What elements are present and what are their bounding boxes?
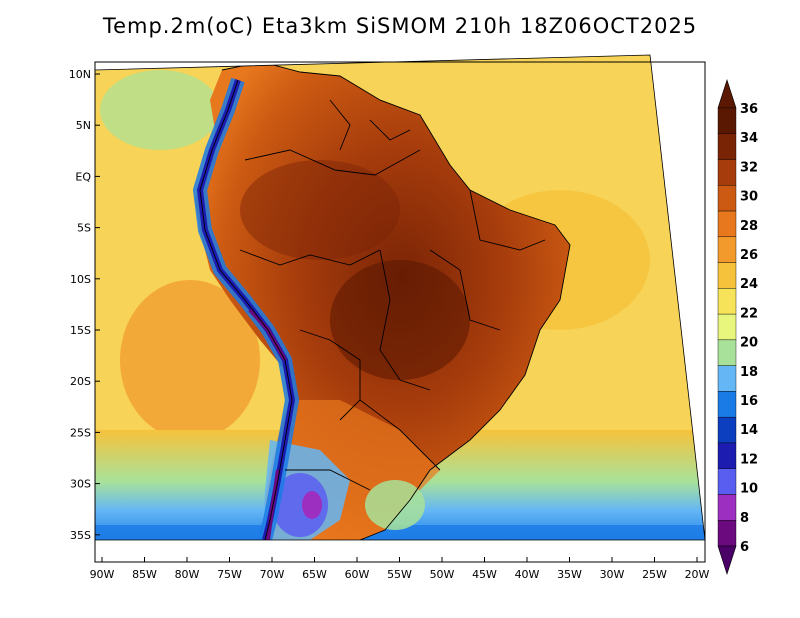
lon-tick-label: 45W xyxy=(472,568,497,581)
colorbar-label: 14 xyxy=(740,423,758,438)
lon-tick-label: 50W xyxy=(430,568,455,581)
colorbar-swatch xyxy=(717,313,737,341)
lon-tick-label: 75W xyxy=(217,568,242,581)
colorbar-swatch xyxy=(717,442,737,469)
lon-tick-label: 20W xyxy=(685,568,710,581)
colorbar-label: 6 xyxy=(740,540,749,555)
lon-tick-label: 55W xyxy=(387,568,412,581)
colorbar-swatch xyxy=(717,133,737,160)
lon-tick-label: 60W xyxy=(345,568,370,581)
colorbar-label: 28 xyxy=(740,219,758,234)
colorbar-label: 16 xyxy=(740,394,758,409)
lat-tick-label: 10N xyxy=(69,68,91,81)
colorbar: 6 8 10 12 14 16 18 20 22 24 26 28 30 32 34 36 xyxy=(717,79,758,575)
lon-tick-label: 70W xyxy=(260,568,285,581)
colorbar-swatch xyxy=(717,494,737,521)
colorbar-swatch xyxy=(717,391,737,418)
lat-tick-label: 10S xyxy=(70,273,91,286)
colorbar-swatch xyxy=(717,262,737,289)
lat-tick-label: 20S xyxy=(70,375,91,388)
lat-tick-label: EQ xyxy=(75,170,91,183)
amazon-hot-spot xyxy=(240,160,400,260)
lat-tick-label: 30S xyxy=(70,478,91,491)
colorbar-swatch xyxy=(717,210,737,238)
ocean-warm-pacific xyxy=(120,280,260,440)
lon-tick-label: 65W xyxy=(302,568,327,581)
lon-tick-label: 90W xyxy=(90,568,115,581)
lon-tick-label: 35W xyxy=(557,568,582,581)
colorbar-swatch xyxy=(717,520,737,547)
colorbar-swatch xyxy=(717,107,737,134)
lat-tick-label: 5N xyxy=(76,119,91,132)
south-cold-band-deep xyxy=(95,525,705,540)
colorbar-label: 24 xyxy=(740,277,758,292)
colorbar-swatch xyxy=(717,185,737,212)
colorbar-label: 26 xyxy=(740,248,758,263)
lon-tick-label: 30W xyxy=(600,568,625,581)
colorbar-label: 34 xyxy=(740,131,758,146)
patagonia-coldest xyxy=(302,491,322,519)
lat-tick-label: 35S xyxy=(70,529,91,542)
colorbar-label: 10 xyxy=(740,482,758,497)
lat-tick-label: 25S xyxy=(70,426,91,439)
interior-hot-spot xyxy=(330,260,470,380)
colorbar-label: 30 xyxy=(740,190,758,205)
map-panel xyxy=(95,55,705,540)
colorbar-label: 36 xyxy=(740,102,758,117)
map-title: Temp.2m(oC) Eta3km SiSMOM 210h 18Z06OCT2… xyxy=(102,14,698,38)
longitude-axis: 90W 85W 80W 75W 70W 65W 60W 55W 50W 45W 40W 35W 30W 2… xyxy=(90,557,710,581)
latitude-axis: 10N 5N EQ 5S 10S 15S 20S 25S 30S 35S xyxy=(69,68,100,542)
lon-tick-label: 85W xyxy=(132,568,157,581)
lon-tick-label: 40W xyxy=(515,568,540,581)
colorbar-label: 20 xyxy=(740,336,758,351)
colorbar-swatch xyxy=(717,365,737,392)
colorbar-swatch xyxy=(717,416,737,444)
colorbar-swatch xyxy=(717,468,737,495)
lon-tick-label: 25W xyxy=(642,568,667,581)
lat-tick-label: 5S xyxy=(77,222,91,235)
colorbar-label: 32 xyxy=(740,160,758,175)
ocean-cool-north xyxy=(100,70,220,150)
colorbar-label: 18 xyxy=(740,365,758,380)
colorbar-swatch xyxy=(717,339,737,366)
patagonia-very-cold xyxy=(272,473,328,537)
uruguay-cool xyxy=(365,480,425,530)
colorbar-label: 8 xyxy=(740,511,749,526)
colorbar-label: 22 xyxy=(740,306,758,321)
colorbar-swatch xyxy=(717,236,737,263)
colorbar-arrow-high xyxy=(717,79,737,109)
country-borders xyxy=(199,61,571,540)
colorbar-swatch xyxy=(717,159,737,186)
lon-tick-label: 80W xyxy=(175,568,200,581)
colorbar-label: 12 xyxy=(740,452,758,467)
colorbar-swatch xyxy=(717,288,737,315)
colorbar-arrow-low xyxy=(717,545,737,575)
lat-tick-label: 15S xyxy=(70,324,91,337)
